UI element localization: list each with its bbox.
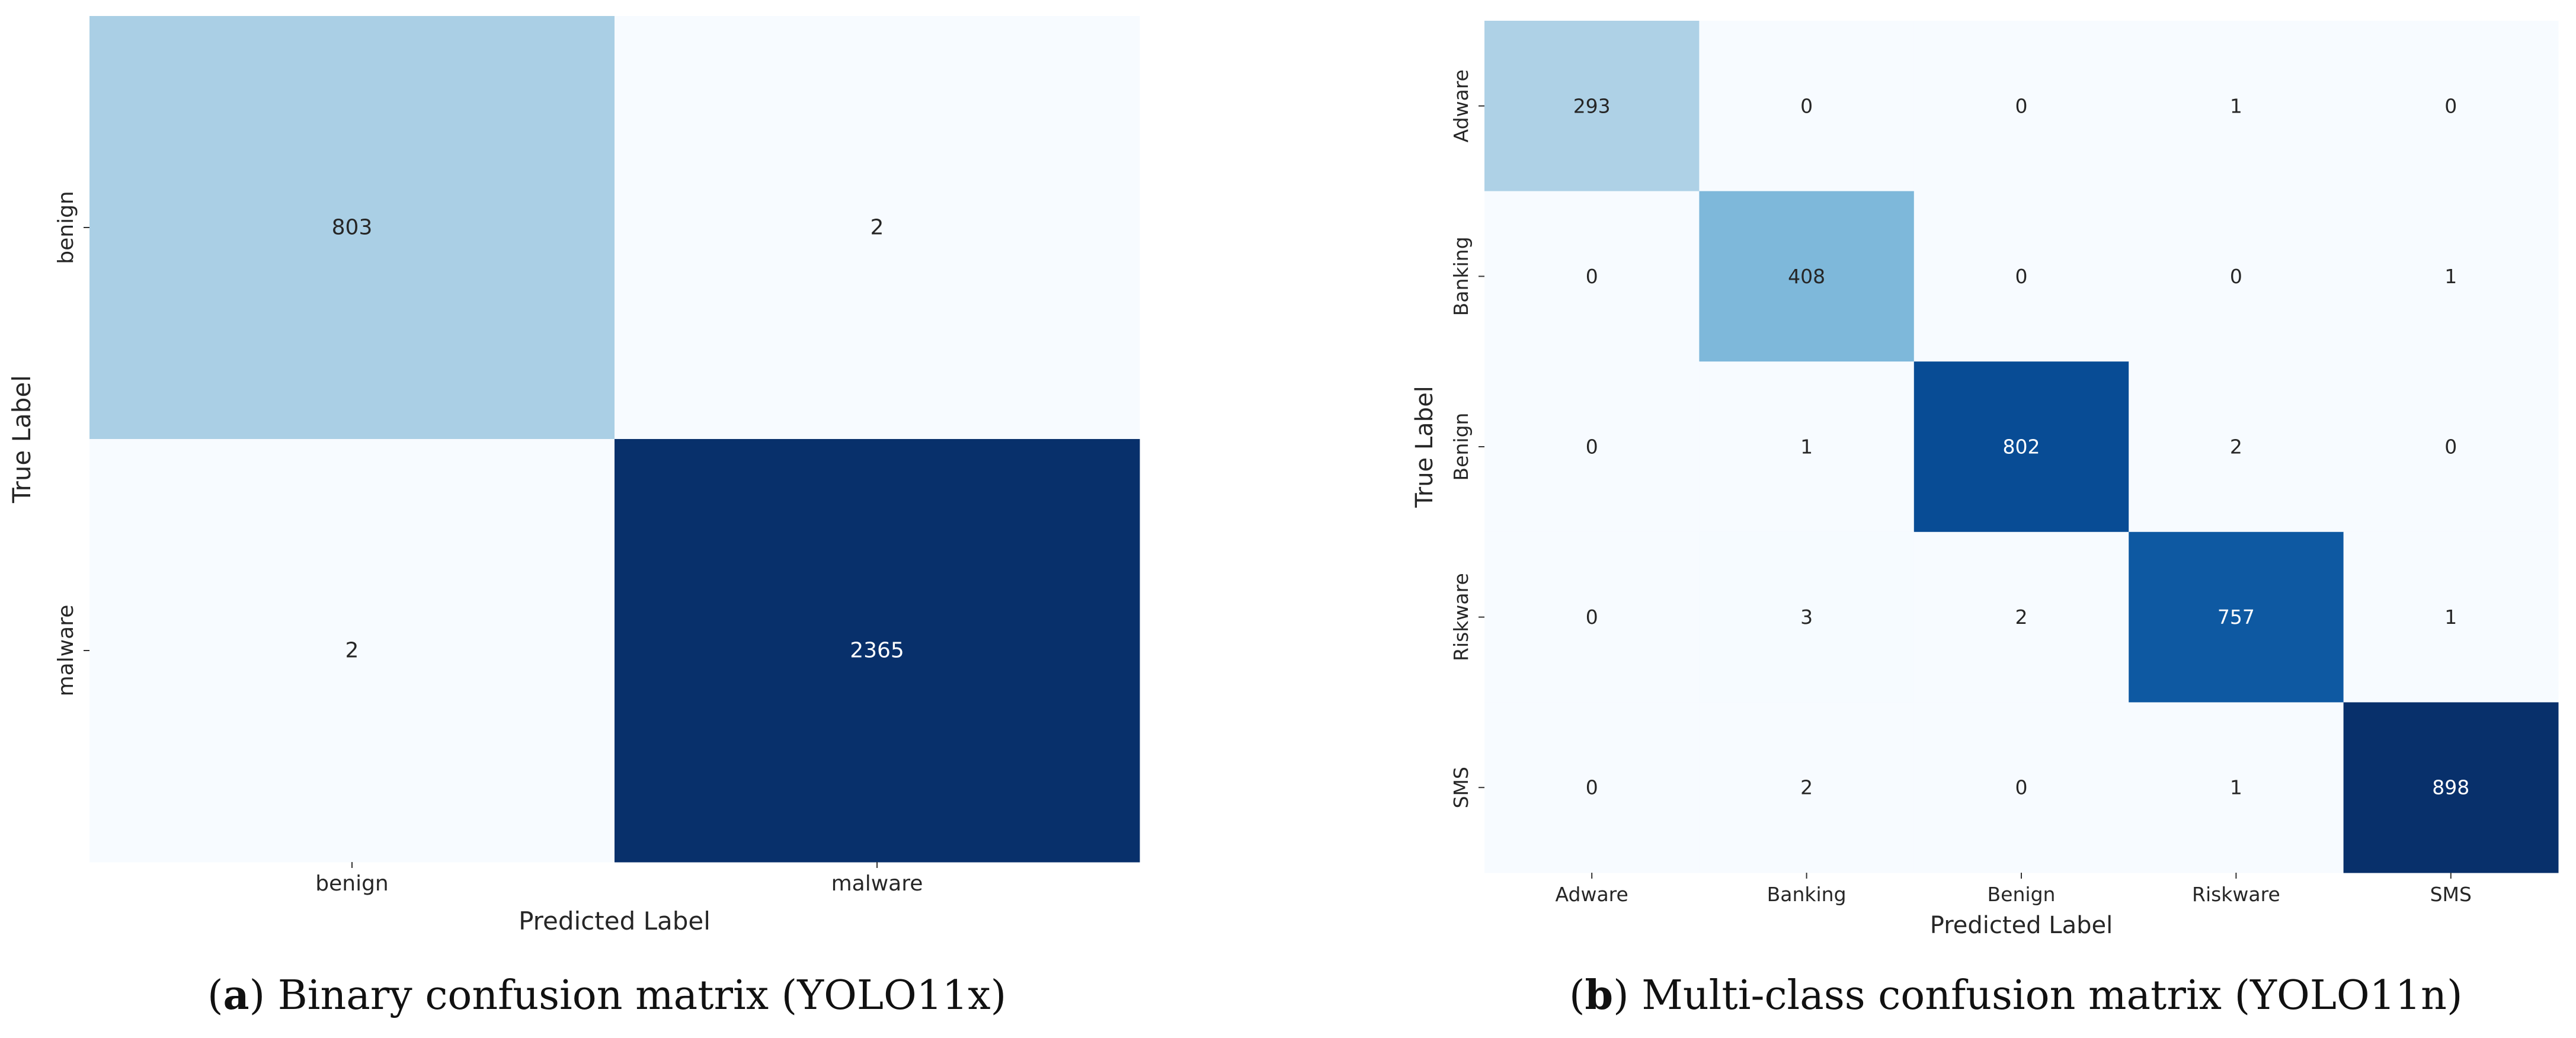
cell-value-label: 293 [1573,94,1611,117]
heatmap-cell [1913,191,2129,362]
heatmap-cell [1913,21,2129,192]
heatmap-cell [1913,702,2129,873]
caption-b-text: Multi-class confusion matrix (YOLO11n) [1628,972,2463,1019]
caption-a-tag: a [223,972,249,1019]
y-tick-label: malware [54,605,78,697]
cell-value-label: 1 [2444,606,2457,629]
cell-value-label: 2 [871,216,884,240]
y-tick-label: Riskware [1449,573,1473,661]
x-tick-label: benign [315,872,389,896]
caption-a-text: Binary confusion matrix (YOLO11x) [265,972,1007,1019]
y-tick-label: SMS [1449,767,1473,808]
cell-value-label: 408 [1788,265,1825,288]
heatmap-cell [2129,531,2344,703]
x-axis-title: Predicted Label [519,906,711,936]
y-tick-label: Adware [1449,69,1473,142]
cell-value-label: 0 [2230,265,2242,288]
binary-confusion-matrix: 803 2 2 2365 benign malware benign malware Predi… [7,16,1140,936]
heatmap-cell [1484,531,1700,703]
cell-value-label: 1 [2230,94,2242,117]
x-axis-title: Predicted Label [1930,912,2113,939]
heatmap-cell [2343,21,2559,192]
x-tick-label: Benign [1988,883,2056,906]
heatmap-cell [615,439,1140,863]
cell-value-label: 1 [2230,776,2242,799]
cell-value-label: 0 [2444,435,2457,459]
cell-value-label: 2 [2230,435,2242,459]
cell-value-label: 0 [2015,94,2028,117]
cell-value-label: 0 [1586,435,1598,459]
cell-value-label: 0 [1586,606,1598,629]
heatmap-cell [1484,361,1700,533]
heatmap-cell [2129,21,2344,192]
cell-value-label: 2 [2015,606,2028,629]
cell-value-label: 2365 [850,639,904,663]
heatmap-cell [2343,361,2559,533]
cell-value-label: 0 [1586,265,1598,288]
x-tick-label: malware [831,872,923,896]
cell-value-label: 3 [1800,606,1813,629]
heatmap-cell [1699,702,1915,873]
cell-value-label: 0 [2015,265,2028,288]
heatmap-cell [1484,191,1700,362]
x-tick-label: Adware [1556,883,1628,906]
heatmap-cell [1484,21,1700,192]
y-axis-title: True Label [1411,386,1438,508]
cell-value-label: 802 [2003,435,2040,459]
cell-value-label: 2 [1800,776,1813,799]
heatmap-cell [1699,361,1915,533]
heatmap-cell [2343,702,2559,873]
heatmap-cell [1913,531,2129,703]
cell-value-label: 0 [1800,94,1813,117]
x-tick-label: Riskware [2192,883,2280,906]
y-tick-label: benign [54,191,78,264]
caption-b: (b) Multi-class confusion matrix (YOLO11… [1569,972,2463,1019]
heatmap-cell [2129,361,2344,533]
cell-value-label: 898 [2432,776,2469,799]
y-tick-label: Benign [1449,413,1473,481]
heatmap-cell [1699,21,1915,192]
cell-value-label: 803 [332,216,373,240]
heatmap-cell [1699,191,1915,362]
heatmap-cell [89,16,615,440]
cell-value-label: 0 [2444,94,2457,117]
heatmap-cell [2343,531,2559,703]
heatmap-cell [615,16,1140,440]
heatmap-cell [2343,191,2559,362]
heatmap-cell [2129,702,2344,873]
heatmap-cell [89,439,615,863]
cell-value-label: 1 [1800,435,1813,459]
multiclass-confusion-matrix: 293 0 0 1 0 0 408 0 0 1 0 1 802 2 0 0 3 2 757 1 0 2 0 1 898 Adwar… [1411,21,2559,939]
heatmap-cell [1699,531,1915,703]
heatmap-cell [1484,702,1700,873]
cell-value-label: 757 [2217,606,2255,629]
cell-value-label: 2 [345,639,359,663]
caption-b-tag: b [1585,972,1614,1019]
heatmap-cell [2129,191,2344,362]
x-tick-label: SMS [2430,883,2472,906]
y-axis-title: True Label [7,375,36,504]
cell-value-label: 0 [2015,776,2028,799]
cell-value-label: 1 [2444,265,2457,288]
heatmap-cell [1913,361,2129,533]
y-tick-label: Banking [1449,236,1473,316]
caption-a: (a) Binary confusion matrix (YOLO11x) [207,972,1007,1019]
cell-value-label: 0 [1586,776,1598,799]
x-tick-label: Banking [1767,883,1847,906]
